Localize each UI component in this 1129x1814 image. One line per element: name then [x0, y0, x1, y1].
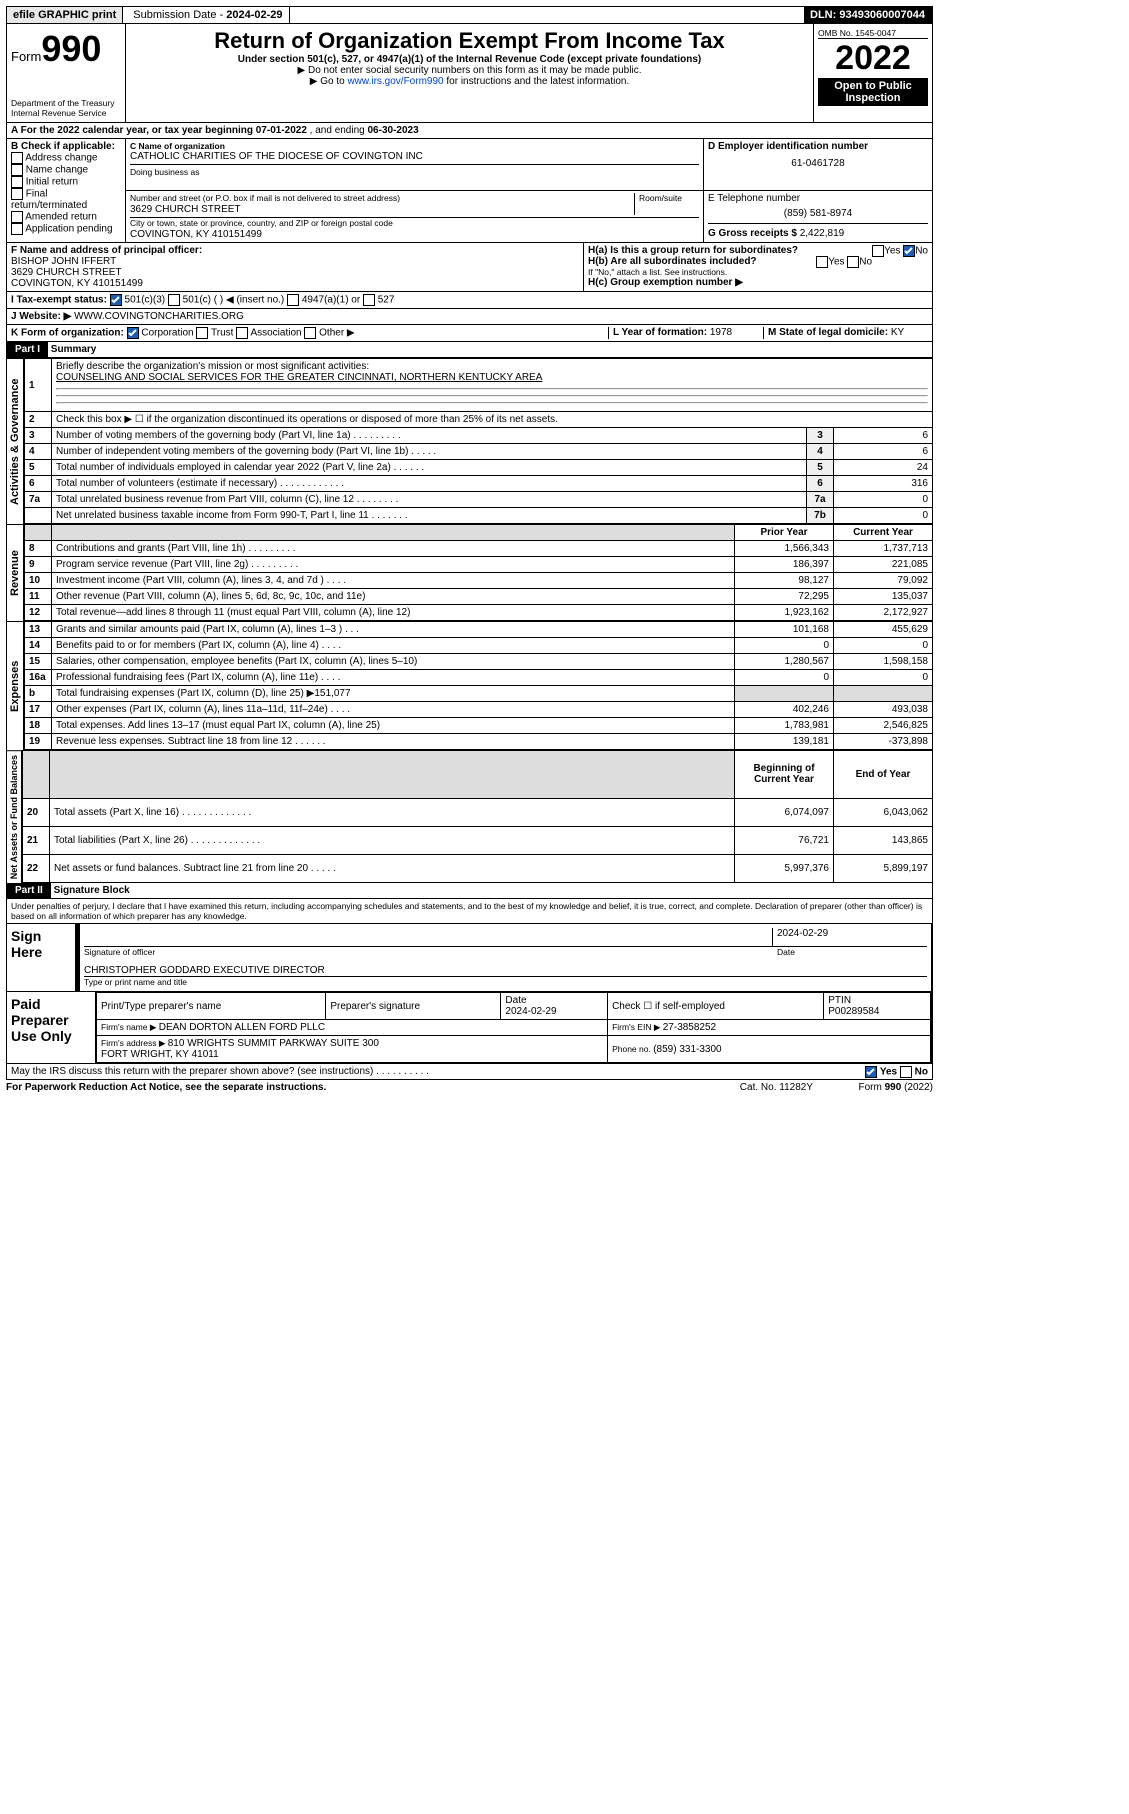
period: A For the 2022 calendar year, or tax yea… — [6, 123, 933, 139]
header: Form990 Department of the Treasury Inter… — [6, 24, 933, 123]
revenue: Prior YearCurrent Year 8Contributions an… — [24, 524, 933, 621]
submission-date: Submission Date - 2024-02-29 — [127, 7, 289, 23]
efile-btn[interactable]: efile GRAPHIC print — [7, 7, 123, 23]
sign-here: Sign Here 2024-02-29 Signature of office… — [6, 924, 933, 992]
expenses: 13Grants and similar amounts paid (Part … — [24, 621, 933, 750]
form-title: Return of Organization Exempt From Incom… — [130, 28, 809, 54]
paid-preparer: Paid Preparer Use Only Print/Type prepar… — [6, 992, 933, 1064]
box-b: B Check if applicable: Address change Na… — [7, 139, 126, 242]
topbar: efile GRAPHIC print Submission Date - 20… — [6, 6, 933, 24]
dln: DLN: 93493060007044 — [804, 7, 932, 23]
irs-link[interactable]: www.irs.gov/Form990 — [347, 76, 443, 87]
activities-governance: 1Briefly describe the organization's mis… — [24, 358, 933, 524]
net-assets: Beginning of Current YearEnd of Year 20T… — [22, 750, 933, 883]
